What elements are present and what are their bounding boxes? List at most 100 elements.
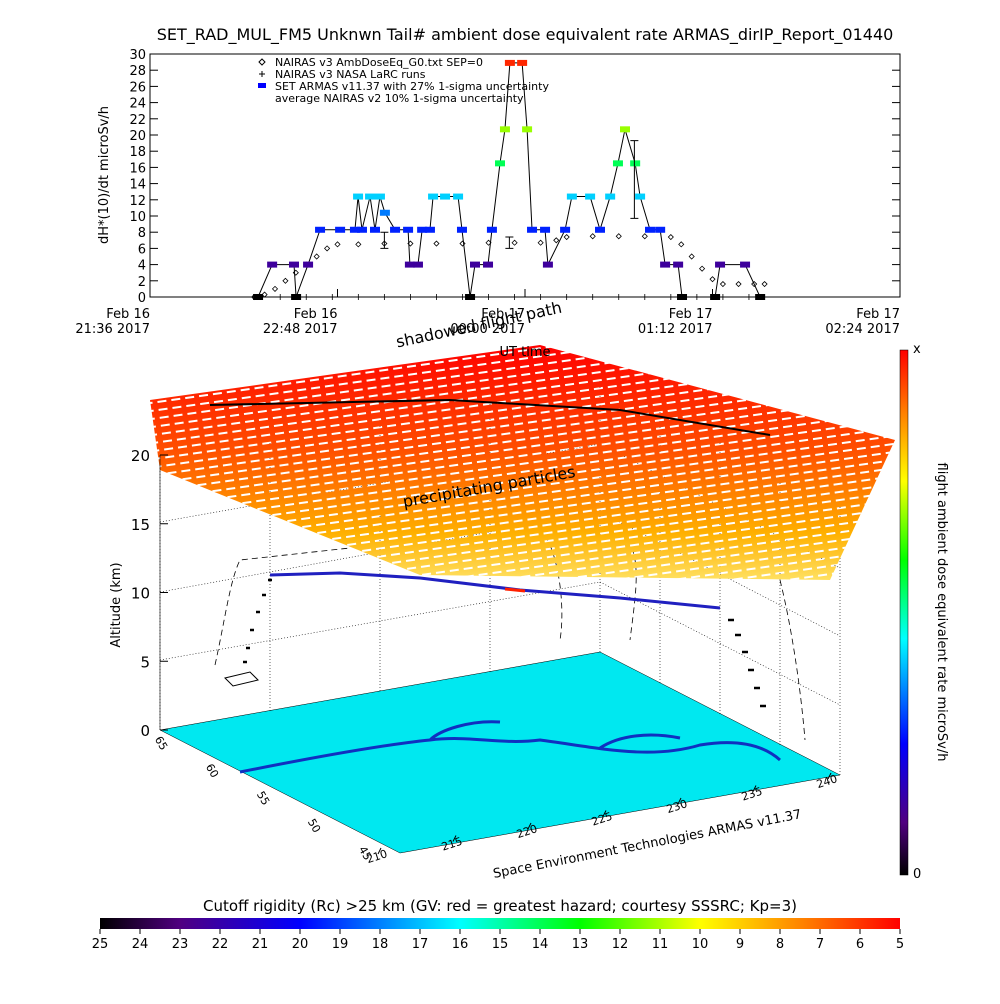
data-point xyxy=(605,193,616,200)
data-point xyxy=(589,294,596,300)
data-point xyxy=(563,294,570,300)
x-tick-label: 210 xyxy=(365,847,389,866)
data-point xyxy=(615,294,622,300)
data-point xyxy=(740,261,751,268)
x-tick-label: 235 xyxy=(740,785,764,804)
data-point xyxy=(486,226,497,233)
colorbar-tick-label: 20 xyxy=(292,937,309,952)
data-point xyxy=(635,193,646,200)
colorbar-tick-label: 18 xyxy=(372,937,389,952)
data-point xyxy=(645,226,655,233)
z-tick-label: 5 xyxy=(140,653,150,671)
colorbar-tick-label: 12 xyxy=(612,937,629,952)
data-point xyxy=(630,160,641,167)
data-point xyxy=(761,280,768,288)
x-tick-label: Feb 16 21:36 2017 xyxy=(75,307,150,337)
y-tick-label: 24 xyxy=(129,97,146,112)
data-point xyxy=(353,193,364,200)
legend-label: NAIRAS v3 AmbDoseEq_G0.txt SEP=0 xyxy=(275,56,483,69)
data-point xyxy=(334,241,341,248)
data-point xyxy=(655,226,666,233)
data-point xyxy=(585,193,596,200)
data-point xyxy=(537,239,544,246)
field xyxy=(150,345,895,580)
y-tick-label: 65 xyxy=(152,734,170,753)
data-point xyxy=(485,294,492,300)
data-point xyxy=(677,294,688,300)
data-point xyxy=(542,261,553,268)
y-axis-label: dH*(10)/dt microSv/h xyxy=(97,106,112,244)
x-tick xyxy=(602,810,607,817)
data-point xyxy=(329,294,336,300)
coastline xyxy=(239,720,782,774)
data-point xyxy=(459,240,466,247)
data-point xyxy=(517,59,528,66)
data-point xyxy=(615,233,622,240)
data-point xyxy=(710,294,721,300)
y-tick-label: 2 xyxy=(138,275,146,290)
data-point xyxy=(453,193,464,200)
y-tick-label: 26 xyxy=(129,80,146,95)
x-tick-label: 215 xyxy=(440,835,464,854)
colorbar-tick-label: 6 xyxy=(856,937,864,952)
x-tick-label: 220 xyxy=(515,822,539,841)
z-axis-label: Altitude (km) xyxy=(109,562,124,647)
y-tick-label: 50 xyxy=(305,816,323,835)
data-point xyxy=(641,233,648,240)
data-point xyxy=(522,126,533,133)
data-point xyxy=(755,294,766,300)
x-tick xyxy=(377,847,382,855)
y-tick-label: 14 xyxy=(129,178,146,193)
data-point xyxy=(553,237,560,244)
z-tick-label: 20 xyxy=(131,447,150,465)
y-tick-label: 28 xyxy=(129,64,146,79)
data-point xyxy=(433,240,440,247)
colorbar-tick-label: 10 xyxy=(692,937,709,952)
data-point xyxy=(374,193,385,200)
data-point xyxy=(412,261,423,268)
data-point xyxy=(566,193,577,200)
y-tick-label: 20 xyxy=(129,129,146,144)
z-tick-label: 15 xyxy=(131,516,150,534)
colorbar-tick-label: 24 xyxy=(132,937,149,952)
colorbar-label: flight ambient dose equivalent rate micr… xyxy=(934,463,949,762)
data-point xyxy=(560,226,571,233)
data-point xyxy=(540,226,551,233)
data-point xyxy=(315,226,326,233)
data-point xyxy=(355,241,362,248)
data-point xyxy=(735,280,742,288)
data-point xyxy=(381,240,388,247)
data-point xyxy=(356,226,367,233)
x-tick-label: 240 xyxy=(815,772,839,791)
data-point xyxy=(719,294,726,300)
series-line xyxy=(257,62,761,298)
colorbar-tick-label: 13 xyxy=(572,937,589,952)
colorbar-tick-label: 11 xyxy=(652,937,669,952)
flight-path-hot xyxy=(504,587,526,593)
y-tick-label: 55 xyxy=(254,789,272,808)
x-tick xyxy=(527,822,532,830)
x-tick-label: Feb 17 00:00 2017 xyxy=(450,307,525,337)
flight-descent xyxy=(243,578,766,708)
y-tick-label: 8 xyxy=(138,226,146,241)
data-point xyxy=(271,285,279,292)
x-axis-label: UT time xyxy=(500,345,551,360)
error-bar xyxy=(380,231,389,249)
data-point xyxy=(324,245,331,252)
data-point xyxy=(440,193,451,200)
series: average NAIRAS v2 10% 1-sigma uncertaint… xyxy=(275,92,639,249)
x-tick xyxy=(827,772,832,780)
data-point xyxy=(424,226,435,233)
colorbar-tick-label: 23 xyxy=(172,937,189,952)
colorbar-tick-label: 15 xyxy=(492,937,509,952)
data-point xyxy=(289,261,300,268)
flight-path xyxy=(269,571,721,610)
data-point xyxy=(595,226,605,233)
shadowed-flight-path xyxy=(209,398,771,436)
error-bar xyxy=(630,140,639,219)
x-tick xyxy=(452,835,457,842)
legend-marker xyxy=(258,83,266,88)
data-point xyxy=(370,226,380,233)
data-point xyxy=(715,261,726,268)
x-tick-label: 225 xyxy=(590,810,614,829)
